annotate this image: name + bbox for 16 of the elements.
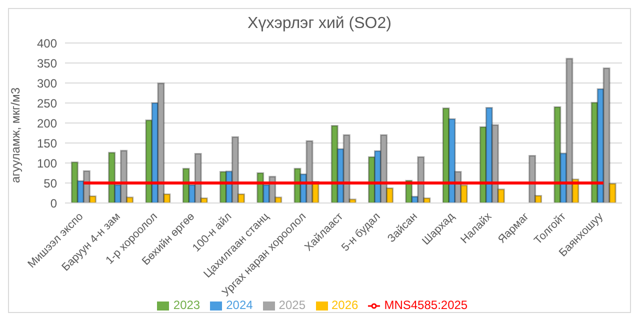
legend-label: 2023 xyxy=(173,298,200,312)
legend-label: MNS4585:2025 xyxy=(384,298,468,312)
chart-title: Хүхэрлэг хий (SO2) xyxy=(246,14,392,34)
y-axis-title: агууламж, мкг/м3 xyxy=(8,87,22,183)
y-tick-label: 400 xyxy=(36,36,58,50)
y-tick-label: 350 xyxy=(36,56,58,70)
y-tick-label: 50 xyxy=(44,176,58,190)
legend-label: 2025 xyxy=(278,298,306,312)
y-tick-label: 300 xyxy=(36,76,58,90)
legend-label: 2024 xyxy=(226,298,253,312)
y-tick-label: 150 xyxy=(36,136,58,150)
legend-label: 2026 xyxy=(332,298,358,312)
y-tick-label: 0 xyxy=(50,196,58,210)
y-tick-label: 250 xyxy=(36,96,58,110)
y-tick-label: 200 xyxy=(36,116,58,130)
y-tick-label: 100 xyxy=(36,156,58,170)
